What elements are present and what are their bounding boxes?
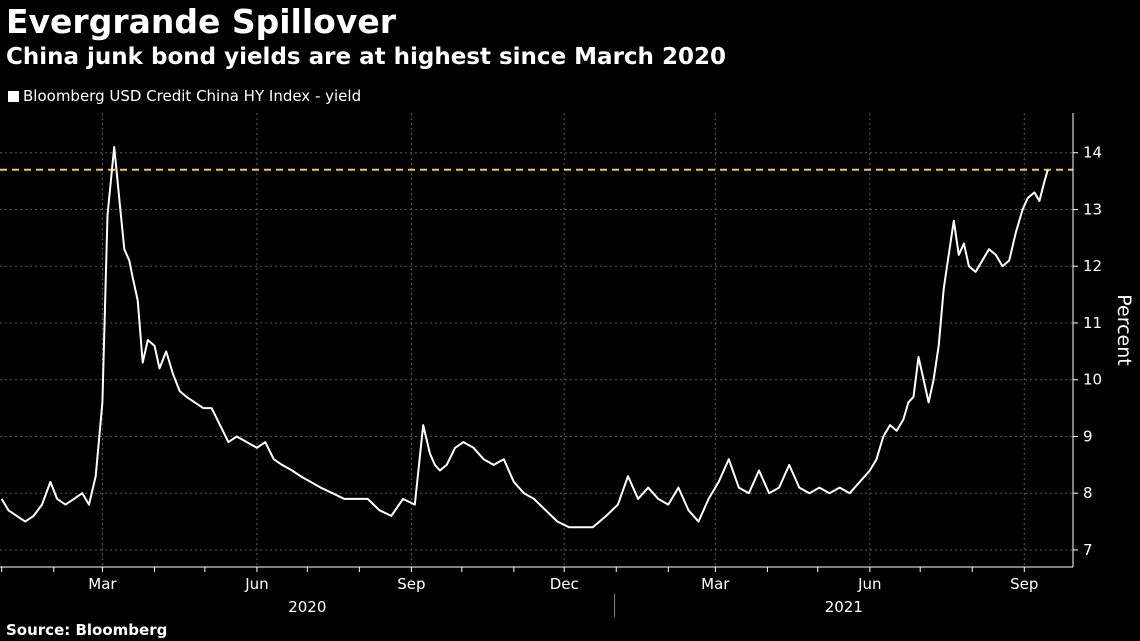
y-tick-label: 11 xyxy=(1083,314,1102,332)
axis-labels: Mar Jun Sep Dec Mar Jun Sep 2020 2021 7 8 9 10 11 12 13… xyxy=(88,144,1135,616)
y-tick-label: 7 xyxy=(1083,541,1093,559)
x-year-label: 2020 xyxy=(288,598,326,616)
x-year-label: 2021 xyxy=(825,598,863,616)
legend-swatch xyxy=(8,90,19,102)
gridlines xyxy=(0,113,1073,567)
legend-label: Bloomberg USD Credit China HY Index - yi… xyxy=(23,87,362,105)
x-tick-label: Sep xyxy=(1010,575,1038,593)
source-note: Source: Bloomberg xyxy=(6,621,168,639)
axes xyxy=(0,113,1078,617)
y-tick-label: 13 xyxy=(1083,200,1102,218)
series-line xyxy=(0,146,1049,529)
legend: Bloomberg USD Credit China HY Index - yi… xyxy=(8,86,361,106)
x-tick-label: Jun xyxy=(857,575,881,593)
chart-subtitle: China junk bond yields are at highest si… xyxy=(6,44,726,70)
y-tick-label: 14 xyxy=(1083,144,1102,162)
y-axis-title: Percent xyxy=(1113,294,1135,366)
y-tick-label: 12 xyxy=(1083,257,1102,275)
x-tick-label: Mar xyxy=(701,575,730,593)
x-tick-label: Dec xyxy=(550,575,579,593)
y-tick-label: 10 xyxy=(1083,371,1102,389)
x-tick-label: Sep xyxy=(397,575,425,593)
y-tick-label: 8 xyxy=(1083,484,1093,502)
y-tick-label: 9 xyxy=(1083,427,1093,445)
x-tick-label: Jun xyxy=(244,575,268,593)
x-tick-label: Mar xyxy=(88,575,117,593)
series-layer xyxy=(0,146,1049,529)
chart-title: Evergrande Spillover xyxy=(6,2,397,41)
